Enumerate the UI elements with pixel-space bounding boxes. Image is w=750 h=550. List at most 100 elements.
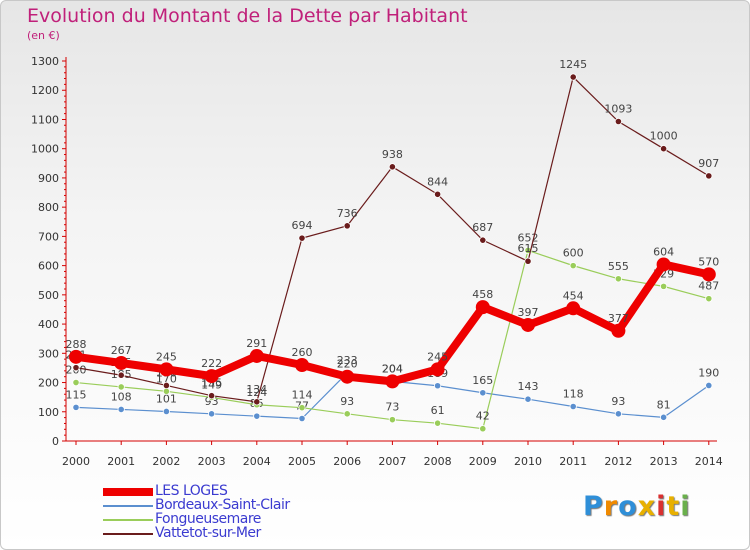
y-tick-label: 700: [38, 230, 59, 243]
data-label: 288: [66, 338, 87, 351]
logo-letter: t: [666, 491, 681, 522]
data-label: 397: [518, 306, 539, 319]
logo-letter: i: [680, 491, 691, 522]
data-point: [524, 257, 532, 265]
legend-label: Vattetot-sur-Mer: [155, 525, 261, 541]
legend-label: Fongueusemare: [155, 511, 261, 527]
data-point: [388, 163, 396, 171]
data-point: [659, 145, 668, 153]
data-label: 115: [66, 388, 87, 401]
data-point: [69, 349, 83, 364]
data-point: [298, 414, 306, 423]
data-point: [479, 236, 487, 244]
data-label: 267: [111, 344, 132, 357]
chart-unit: (en €): [27, 29, 60, 42]
data-point: [162, 407, 170, 416]
data-label: 1000: [650, 130, 678, 143]
data-label: 555: [608, 260, 629, 273]
data-point: [295, 358, 309, 372]
data-label: 245: [427, 350, 448, 363]
logo-letter: i: [656, 491, 667, 522]
data-point: [705, 172, 713, 180]
data-point: [114, 355, 129, 370]
data-label: 694: [292, 219, 313, 232]
data-label: 938: [382, 148, 403, 161]
data-point: [433, 190, 442, 198]
data-point: [249, 348, 264, 363]
data-label: 190: [698, 366, 719, 379]
data-point: [614, 410, 623, 418]
y-tick-label: 200: [38, 377, 59, 390]
data-point: [340, 369, 355, 384]
data-point: [253, 398, 261, 406]
y-tick-label: 1200: [31, 84, 59, 97]
data-point: [521, 317, 535, 332]
data-label: 233: [337, 354, 358, 367]
data-label: 600: [563, 247, 584, 260]
y-tick-label: 800: [38, 201, 59, 214]
data-label: 73: [385, 401, 399, 414]
data-point: [298, 404, 306, 412]
data-label: 101: [156, 392, 177, 405]
data-label: 118: [563, 388, 584, 401]
data-point: [614, 275, 623, 283]
data-label: 143: [518, 380, 539, 393]
data-point: [117, 405, 125, 414]
data-label: 291: [246, 337, 267, 350]
x-tick-label: 2004: [243, 455, 271, 468]
y-tick-label: 400: [38, 318, 59, 331]
x-tick-label: 2012: [604, 455, 632, 468]
x-tick-label: 2008: [424, 455, 452, 468]
data-label: 487: [698, 280, 719, 293]
x-tick-label: 2009: [469, 455, 497, 468]
x-tick-label: 2003: [198, 455, 226, 468]
data-label: 736: [337, 207, 358, 220]
data-point: [385, 374, 400, 389]
data-point: [569, 402, 577, 411]
data-label: 165: [472, 374, 493, 387]
data-label: 570: [698, 255, 719, 268]
proxiti-logo: Proxiti: [583, 491, 691, 522]
data-point: [72, 403, 80, 411]
data-point: [204, 369, 219, 384]
x-tick-label: 2014: [695, 455, 723, 468]
data-point: [298, 234, 306, 242]
data-point: [479, 389, 487, 397]
y-tick-label: 1100: [31, 113, 59, 126]
data-point: [524, 395, 532, 403]
data-point: [701, 267, 716, 282]
logo-letter: r: [603, 491, 619, 522]
legend-label: LES LOGES: [155, 483, 228, 499]
y-tick-label: 300: [38, 347, 59, 360]
data-label: 604: [653, 245, 674, 258]
data-label: 454: [563, 289, 584, 302]
y-tick-label: 1000: [31, 143, 59, 156]
data-label: 1093: [604, 103, 632, 116]
data-point: [566, 301, 581, 316]
data-point: [705, 295, 713, 303]
data-label: 204: [382, 362, 403, 375]
y-tick-label: 500: [38, 289, 59, 302]
x-tick-label: 2002: [152, 455, 180, 468]
data-label: 149: [201, 378, 222, 391]
data-label: 377: [608, 312, 629, 325]
data-point: [208, 410, 216, 418]
data-point: [705, 381, 713, 390]
data-point: [475, 300, 490, 315]
data-point: [611, 323, 626, 338]
data-label: 844: [427, 175, 448, 188]
data-label: 170: [156, 372, 177, 385]
x-tick-label: 2005: [288, 455, 316, 468]
data-point: [343, 410, 351, 418]
data-point: [569, 262, 577, 270]
data-label: 93: [340, 395, 354, 408]
data-label: 260: [292, 346, 313, 359]
legend-label: Bordeaux-Saint-Clair: [155, 497, 290, 513]
data-point: [253, 412, 261, 420]
data-label: 615: [518, 242, 539, 255]
data-label: 458: [472, 288, 493, 301]
x-tick-label: 2013: [650, 455, 678, 468]
data-point: [569, 73, 577, 81]
data-label: 114: [292, 389, 313, 402]
